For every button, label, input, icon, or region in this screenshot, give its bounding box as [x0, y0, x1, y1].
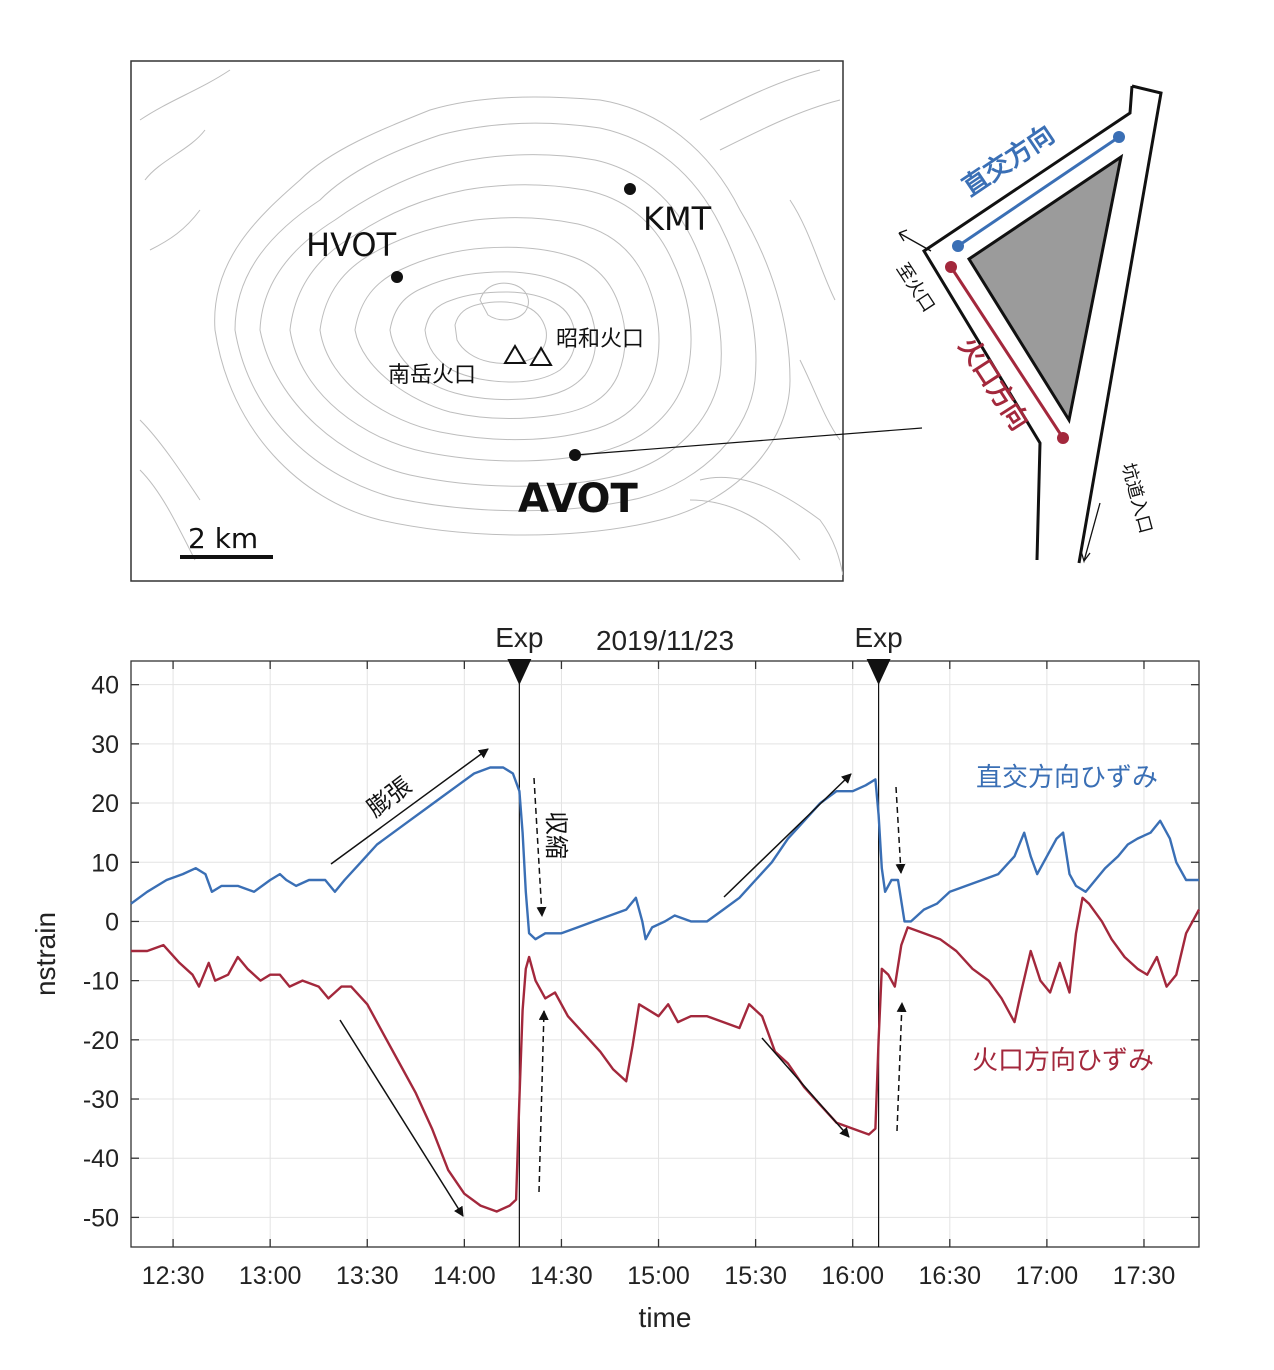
to-crater-arrow: [898, 229, 932, 252]
perpendicular-label: 直交方向: [957, 119, 1061, 203]
crater-triangle-minamidake: [503, 344, 527, 364]
perpendicular-end-a: [952, 240, 964, 252]
contour-lines: [139, 69, 843, 576]
tunnel-entrance-arrow: [1080, 502, 1101, 564]
explosion-marker: [866, 659, 891, 685]
x-tick-label: 12:30: [142, 1262, 205, 1290]
station-marker-kmt: [624, 183, 636, 195]
y-axis-ticks: 40 30 20 10 0 -10 -20 -30 -40 -50: [83, 672, 1199, 1232]
x-tick-label: 14:30: [530, 1262, 593, 1290]
y-tick-label: -40: [83, 1145, 119, 1173]
topo-map: HVOT KMT AVOT 南岳火口 昭和火口 2 km: [130, 60, 923, 582]
station-label-hvot: HVOT: [306, 226, 397, 264]
legend-perpendicular-strain: 直交方向ひずみ: [976, 763, 1158, 793]
strain-series: [130, 766, 1201, 1213]
station-marker-hvot: [391, 271, 403, 283]
crater-dir-end-b: [1057, 432, 1069, 444]
x-tick-label: 13:00: [239, 1262, 302, 1290]
contraction-arrow-up-1: [538, 1010, 549, 1193]
plot-frame: [130, 660, 1200, 1248]
x-tick-label: 17:30: [1113, 1262, 1176, 1290]
tunnel-entrance-label: 坑道入口: [1117, 461, 1156, 536]
x-axis-ticks: 12:30 13:00 13:30 14:00 14:30 15:00 15:30 16:00…: [142, 661, 1175, 1290]
y-tick-label: 40: [91, 672, 119, 700]
y-tick-label: 30: [91, 731, 119, 759]
x-tick-label: 16:00: [821, 1262, 884, 1290]
explosion-label: Exp: [495, 622, 543, 653]
station-label-kmt: KMT: [643, 200, 712, 238]
explosion-marker: [507, 659, 532, 685]
contraction-arrow-up-2: [896, 1002, 907, 1132]
y-tick-label: 10: [91, 849, 119, 877]
x-tick-label: 15:30: [724, 1262, 787, 1290]
trend-arrows: [330, 748, 907, 1217]
y-tick-label: -50: [83, 1204, 119, 1232]
station-label-avot: AVOT: [518, 476, 639, 522]
y-tick-label: 20: [91, 790, 119, 818]
contraction-arrow-1: [533, 777, 547, 917]
to-crater-label: 至火口: [892, 259, 939, 316]
perpendicular-end-b: [1113, 131, 1125, 143]
crater-triangle-showa: [529, 346, 553, 366]
strain-chart: 40 30 20 10 0 -10 -20 -30 -40 -50 12:30 13:00 13:30…: [30, 622, 1201, 1333]
tunnel-wall-inner: [921, 85, 1134, 561]
crater-label-minamidake: 南岳火口: [388, 363, 476, 388]
y-tick-label: 0: [105, 908, 119, 936]
chart-grid: [131, 661, 1199, 1247]
explosion-label: Exp: [854, 622, 902, 653]
trend-arrow-down-1: [339, 1019, 464, 1217]
rock-pillar: [966, 153, 1124, 425]
x-tick-label: 13:30: [336, 1262, 399, 1290]
crater-dir-strainmeter: [949, 266, 1065, 439]
map-frame: [130, 60, 844, 582]
legend-crater-strain: 火口方向ひずみ: [972, 1046, 1154, 1076]
contraction-label: 収縮: [542, 811, 570, 859]
tunnel-inset: 直交方向 火口方向 至火口 坑道入口: [892, 84, 1163, 564]
crater-dir-end-a: [945, 261, 957, 273]
tunnel-wall-outer: [1077, 84, 1163, 564]
y-tick-label: -20: [83, 1027, 119, 1055]
x-axis-label: time: [639, 1302, 692, 1333]
x-tick-label: 15:00: [627, 1262, 690, 1290]
series-line-crater-direction: [131, 896, 1201, 1213]
series-line-perpendicular: [130, 766, 1199, 941]
expansion-arrow-1: [330, 748, 489, 865]
y-tick-label: -10: [83, 968, 119, 996]
perpendicular-strainmeter: [957, 135, 1120, 248]
x-tick-label: 17:00: [1016, 1262, 1079, 1290]
trend-arrow-down-2: [761, 1037, 850, 1138]
expansion-arrow-2: [723, 773, 852, 898]
crater-label-showa: 昭和火口: [556, 327, 644, 352]
scale-bar-label: 2 km: [188, 522, 258, 555]
x-tick-label: 14:00: [433, 1262, 496, 1290]
y-tick-label: -30: [83, 1086, 119, 1114]
contraction-arrow-2: [895, 786, 906, 874]
explosion-events: Exp Exp: [495, 622, 903, 1247]
y-axis-label: nstrain: [30, 912, 61, 996]
expansion-label: 膨張: [362, 772, 417, 823]
leader-line: [574, 427, 923, 456]
chart-title: 2019/11/23: [596, 625, 734, 656]
x-tick-label: 16:30: [919, 1262, 982, 1290]
